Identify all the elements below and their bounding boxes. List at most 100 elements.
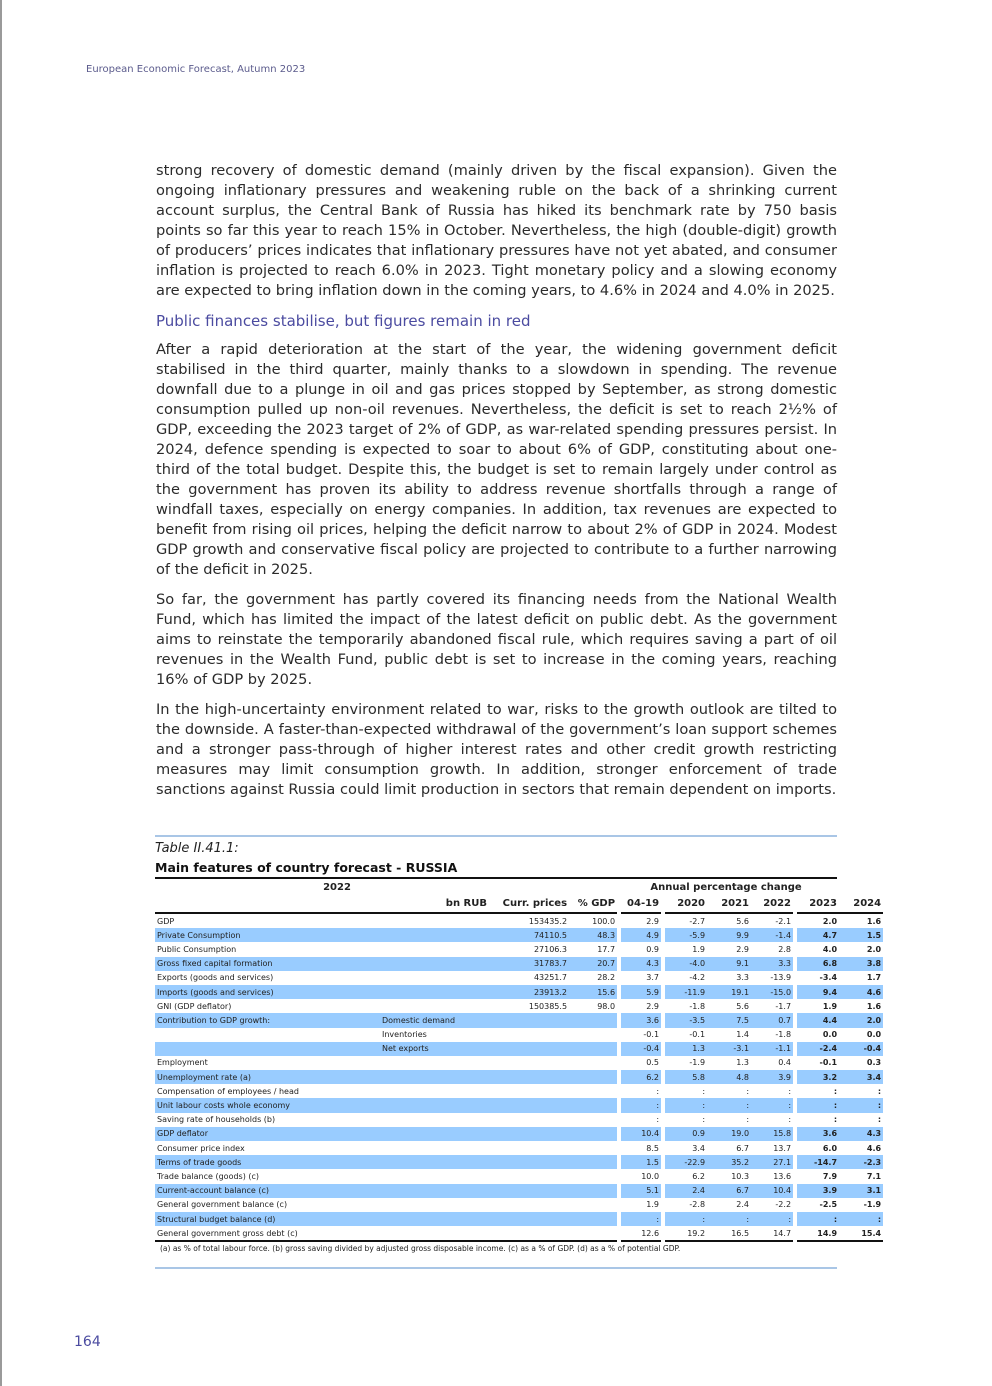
value-cell: 2.0	[793, 913, 840, 929]
row-label: Compensation of employees / head	[157, 1086, 299, 1096]
value-cell: :	[839, 1211, 884, 1227]
pct-gdp-cell	[569, 1041, 620, 1056]
row-sublabel	[380, 1084, 489, 1098]
row-label: GDP	[157, 916, 175, 926]
pct-gdp-cell: 100.0	[592, 916, 616, 926]
value-cell: 0.3	[866, 1058, 882, 1068]
value-cell: 2.4	[736, 1200, 750, 1210]
curr-prices-cell: 150385.5	[528, 1001, 568, 1011]
value-cell: 2.9	[736, 944, 750, 954]
value-cell: 3.6	[793, 1126, 840, 1141]
value-cell: :	[661, 1084, 708, 1099]
running-header: European Economic Forecast, Autumn 2023	[86, 64, 306, 75]
column-header: 2023	[793, 895, 840, 914]
curr-prices-cell	[489, 1155, 570, 1170]
pct-gdp-cell	[569, 1226, 620, 1243]
value-cell: :	[746, 1086, 750, 1096]
value-cell: 10.3	[731, 1171, 750, 1181]
value-cell: :	[839, 1098, 884, 1113]
value-cell: 0.5	[617, 1055, 664, 1071]
row-sublabel: Inventories	[382, 1030, 427, 1040]
value-cell: -2.1	[775, 916, 792, 926]
row-label: Unemployment rate (a)	[155, 1070, 380, 1085]
pct-gdp-cell: 48.3	[569, 928, 620, 943]
value-cell: 9.4	[793, 984, 840, 1000]
curr-prices-cell: 31783.7	[489, 956, 570, 971]
row-label	[155, 1028, 380, 1042]
value-cell: 4.9	[617, 928, 664, 943]
curr-prices-cell: 153435.2	[528, 916, 568, 926]
paragraph: strong recovery of domestic demand (main…	[156, 162, 837, 299]
header-blank	[155, 895, 380, 914]
value-cell: 0.9	[617, 942, 664, 957]
curr-prices-cell	[489, 1211, 570, 1227]
row-label: General government gross debt (c)	[155, 1226, 380, 1243]
value-cell: -22.9	[661, 1155, 708, 1170]
value-cell: -2.5	[793, 1197, 840, 1212]
value-cell: 1.3	[661, 1041, 708, 1056]
row-label: GNI (GDP deflator)	[157, 1001, 232, 1011]
value-cell: :	[746, 1115, 750, 1125]
value-cell: :	[793, 1084, 840, 1099]
value-cell: 9.9	[707, 928, 752, 943]
table-row: General government balance (c) 1.9 -2.8 2.4…	[155, 1197, 883, 1212]
row-sublabel	[380, 1098, 489, 1113]
row-label: Structural budget balance (d)	[155, 1211, 380, 1227]
curr-prices-cell	[489, 1041, 570, 1056]
divider	[155, 835, 837, 837]
value-cell: -1.4	[751, 928, 796, 943]
value-cell: 4.3	[839, 1126, 884, 1141]
data-table: 2022 Annual percentage change bn RUB Curr…	[155, 879, 884, 1243]
value-cell: 10.4	[751, 1183, 796, 1198]
value-cell: :	[877, 1086, 882, 1096]
value-cell: :	[661, 1098, 708, 1113]
row-sublabel	[380, 956, 489, 971]
row-sublabel	[380, 1169, 489, 1183]
table-caption: Table II.41.1:	[155, 841, 239, 856]
table-row: Private Consumption 74110.5 48.3 4.9 -5.9 9.9…	[155, 928, 884, 943]
table-row: Exports (goods and services) 43251.7 28.2 3…	[155, 970, 883, 985]
pct-gdp-cell: 17.7	[597, 944, 616, 954]
pct-gdp-cell	[569, 1211, 620, 1227]
section-heading: Public finances stabilise, but figures r…	[156, 312, 531, 330]
pct-gdp-cell	[569, 1169, 619, 1183]
table-row: Unemployment rate (a)6.25.84.83.93.23.43…	[155, 1070, 884, 1085]
page-edge	[0, 0, 2, 1386]
value-cell: 3.4	[661, 1141, 708, 1156]
value-cell: 10.0	[617, 1169, 664, 1184]
value-cell: :	[793, 1211, 840, 1227]
value-cell: 6.2	[661, 1169, 708, 1184]
value-cell: -0.1	[617, 1027, 664, 1042]
paragraph: So far, the government has partly covere…	[156, 591, 837, 688]
value-cell: 4.6	[866, 1143, 882, 1153]
row-label: Public Consumption	[157, 944, 237, 954]
curr-prices-cell	[489, 1013, 570, 1028]
value-cell: 2.9	[617, 913, 664, 929]
table-row: Consumer price index8.53.46.713.76.04.64…	[155, 1141, 883, 1156]
value-cell: :	[788, 1086, 792, 1096]
curr-prices-cell	[489, 1070, 570, 1085]
pct-gdp-cell	[569, 1183, 620, 1198]
value-cell: :	[617, 1112, 664, 1127]
pct-gdp-cell	[569, 1198, 619, 1212]
pct-gdp-cell	[569, 1056, 619, 1070]
value-cell: :	[707, 1211, 752, 1227]
value-cell: 7.1	[866, 1171, 882, 1181]
column-header: bn RUB	[380, 895, 489, 914]
row-sublabel: Net exports	[380, 1041, 489, 1056]
pct-gdp-cell	[569, 1141, 619, 1155]
value-cell: 5.6	[736, 1001, 750, 1011]
value-cell: 1.3	[736, 1058, 750, 1068]
value-cell: -0.1	[661, 1027, 708, 1042]
row-label: Imports (goods and services)	[155, 984, 380, 1000]
value-cell: 9.1	[707, 956, 752, 971]
value-cell: 15.8	[751, 1126, 796, 1141]
value-cell: 2.9	[617, 999, 664, 1014]
value-cell: 16.5	[707, 1226, 752, 1243]
value-cell: -2.2	[775, 1200, 792, 1210]
value-cell: -14.7	[793, 1155, 840, 1170]
value-cell: 3.6	[617, 1013, 664, 1028]
value-cell: 5.9	[617, 984, 664, 1000]
value-cell: 1.9	[793, 999, 840, 1014]
